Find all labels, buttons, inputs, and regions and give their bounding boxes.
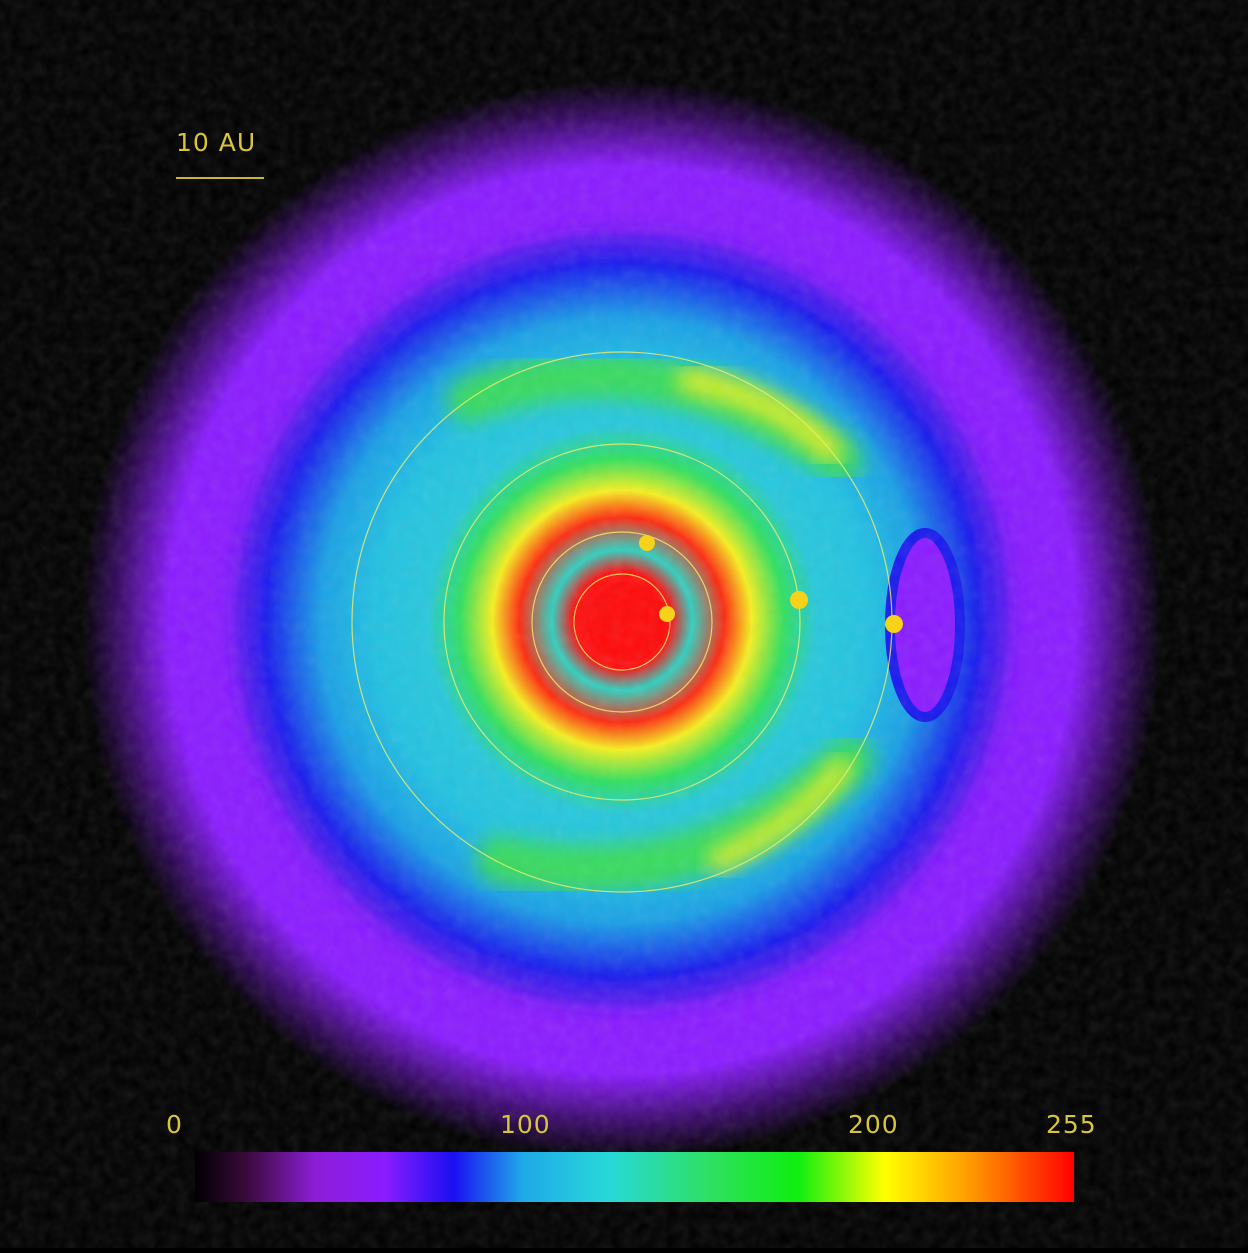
scale-bar-label: 10 AU bbox=[176, 128, 257, 157]
planet-2 bbox=[639, 535, 655, 551]
planet-1 bbox=[659, 606, 675, 622]
orbit-1 bbox=[573, 573, 671, 671]
noise-texture bbox=[80, 80, 1170, 1170]
colorbar-tick-label: 200 bbox=[848, 1110, 899, 1139]
planet-4 bbox=[885, 615, 903, 633]
colorbar bbox=[195, 1152, 1074, 1202]
colorbar-tick-label: 255 bbox=[1046, 1110, 1097, 1139]
planets bbox=[639, 535, 903, 633]
planet-3 bbox=[790, 591, 808, 609]
colorbar-tick-label: 100 bbox=[500, 1110, 551, 1139]
scale-bar bbox=[176, 177, 264, 179]
orbit-3 bbox=[443, 443, 801, 801]
orbit-2 bbox=[531, 531, 713, 713]
colorbar-tick-label: 0 bbox=[166, 1110, 183, 1139]
